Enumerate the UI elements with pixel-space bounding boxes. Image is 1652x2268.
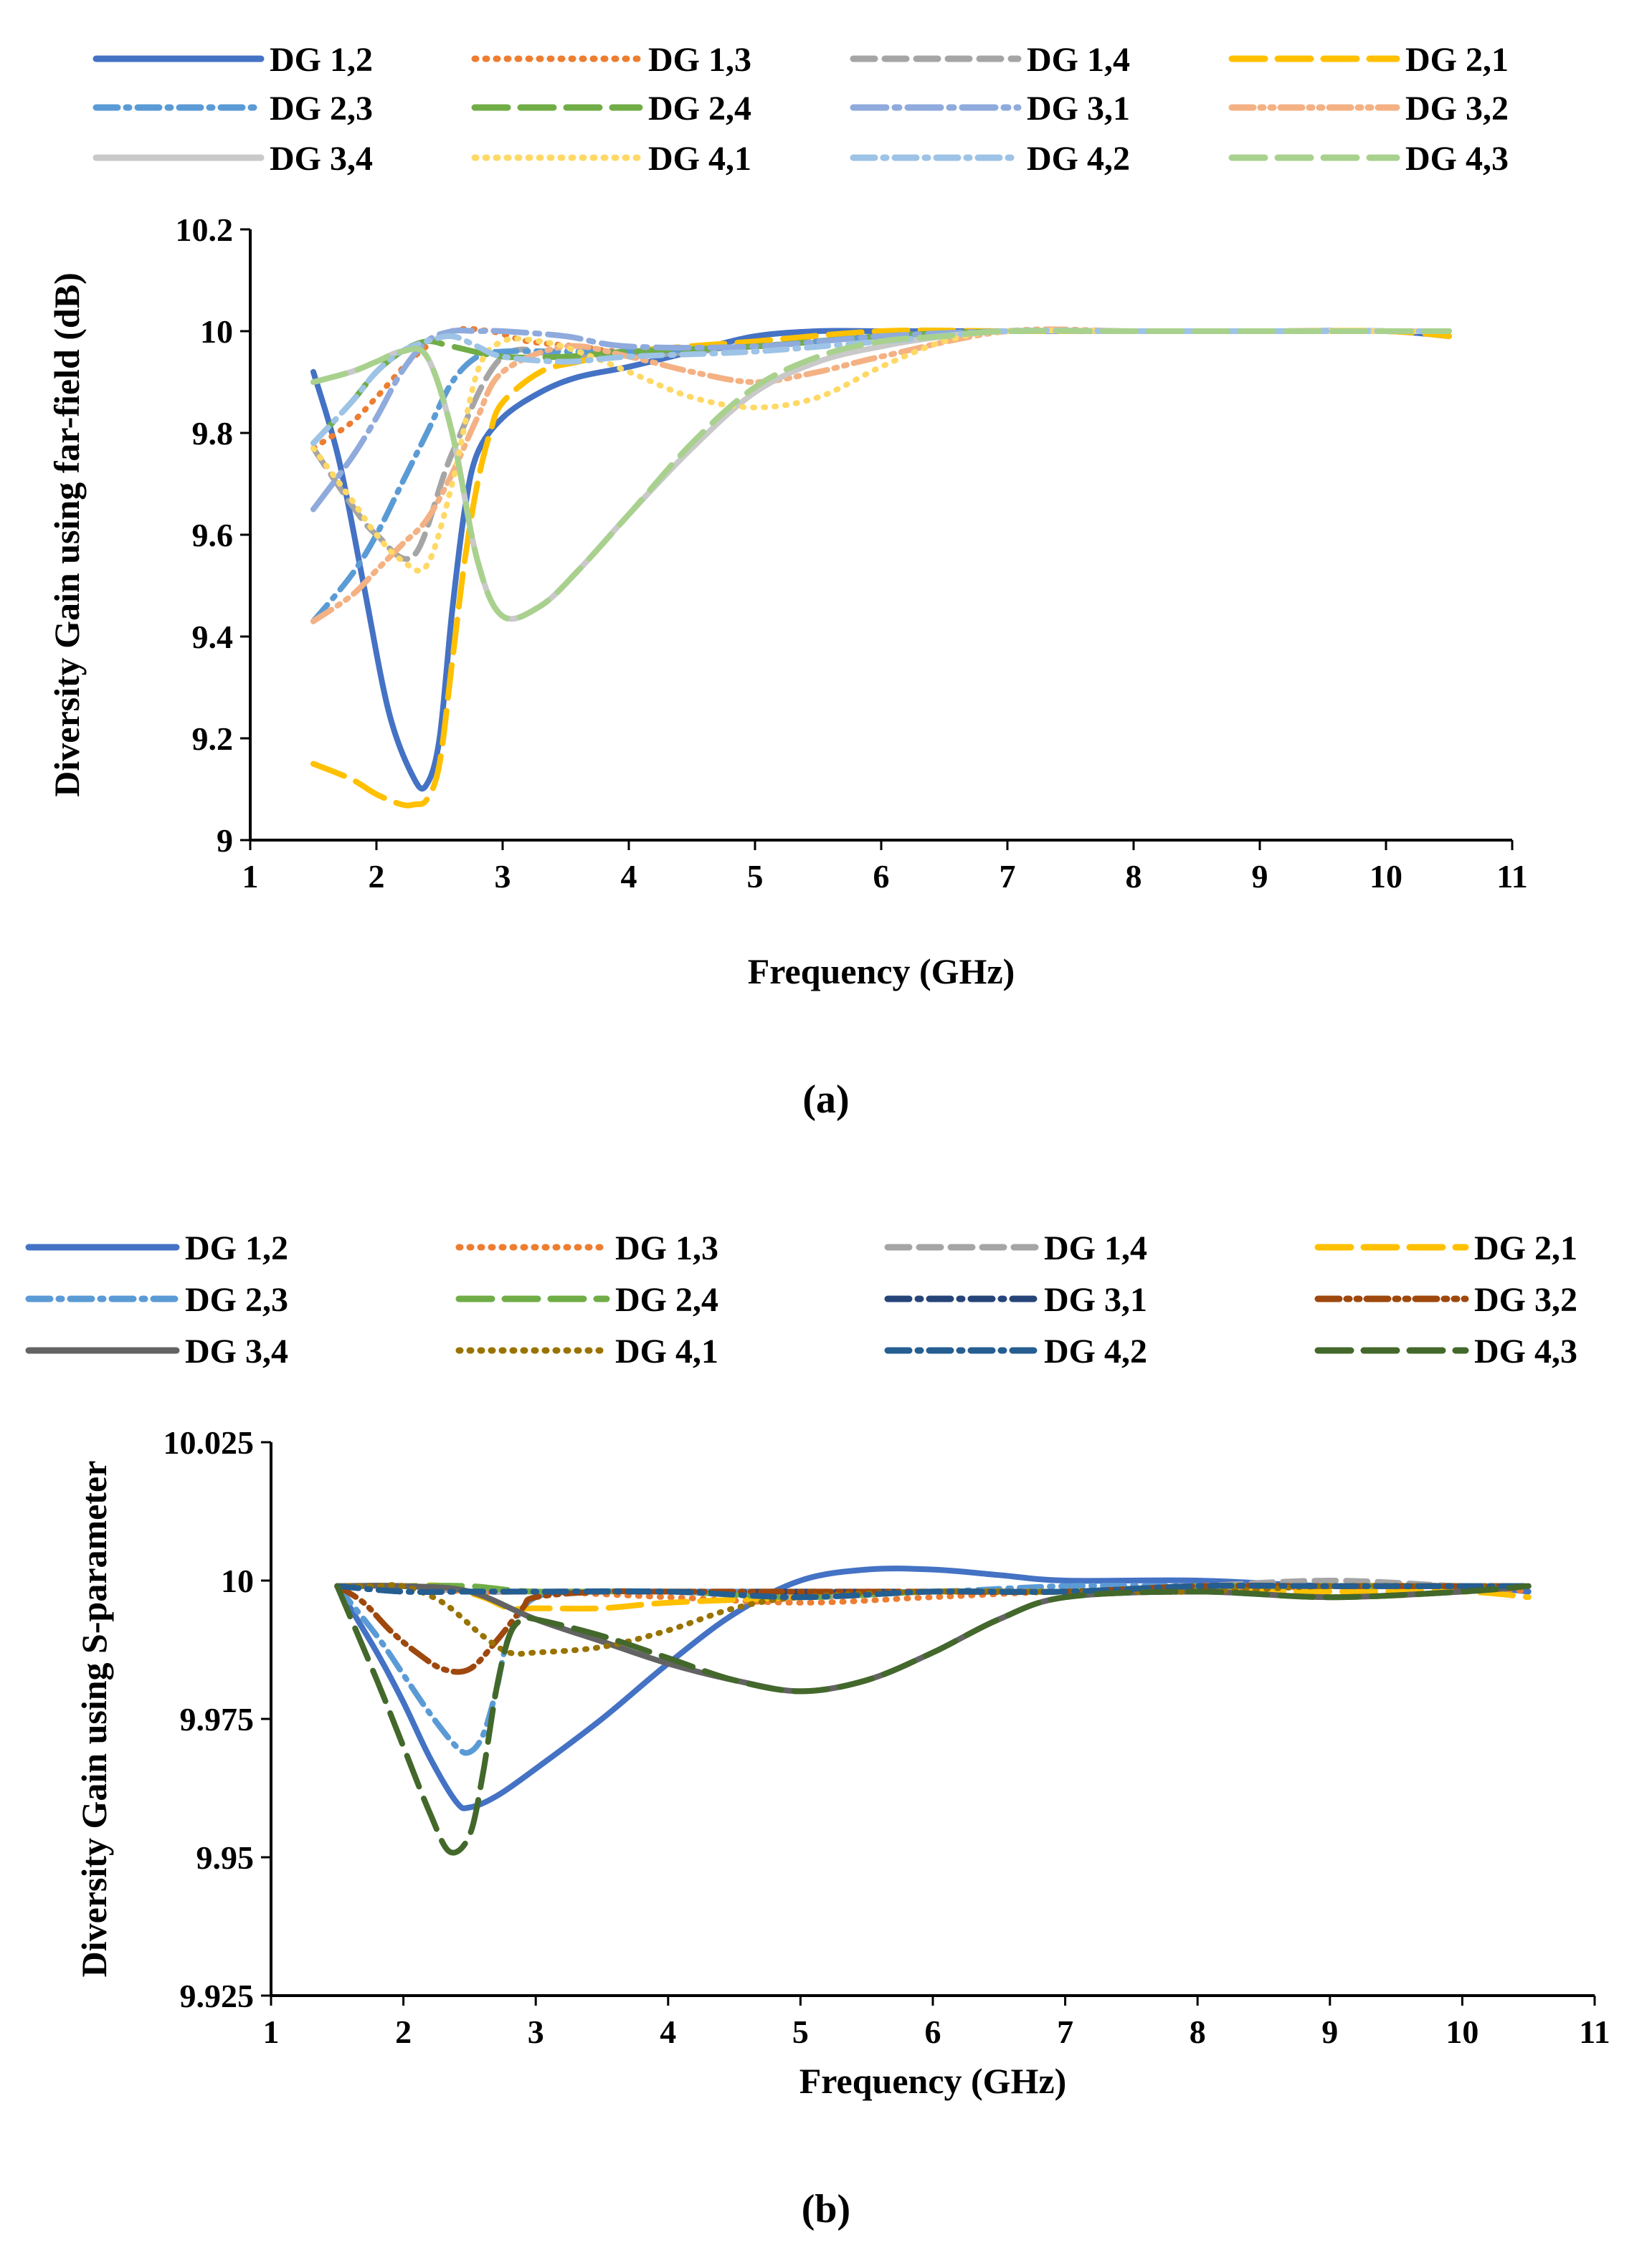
b-legend-label: DG 3,2 — [1474, 1281, 1577, 1319]
b-x-axis-title: Frequency (GHz) — [799, 2061, 1067, 2101]
b-x-tick-label: 7 — [1057, 2014, 1073, 2050]
a-legend-label: DG 2,1 — [1405, 41, 1509, 79]
b-series-line-12 — [334, 1566, 1532, 1811]
a-legend-label: DG 4,1 — [648, 140, 751, 178]
a-x-axis-title: Frequency (GHz) — [748, 951, 1015, 991]
a-x-tick-label: 2 — [369, 858, 385, 895]
a-x-tick-label: 3 — [495, 858, 511, 895]
b-x-tick-label: 5 — [792, 2014, 809, 2050]
b-x-tick-label: 9 — [1321, 2014, 1338, 2050]
a-legend-label: DG 2,3 — [270, 90, 373, 128]
b-x-tick-label: 8 — [1190, 2014, 1206, 2050]
a-series-line-43 — [310, 328, 1452, 622]
a-legend-label: DG 1,3 — [648, 41, 751, 79]
b-legend-label: DG 3,4 — [185, 1333, 288, 1371]
b-y-tick-label: 9.95 — [196, 1839, 255, 1876]
b-series-line-42 — [334, 1583, 1532, 1601]
b-x-tick-label: 10 — [1446, 2014, 1478, 2050]
a-x-tick-label: 1 — [242, 858, 259, 895]
a-legend-label: DG 3,4 — [270, 140, 373, 178]
b-legend-label: DG 1,4 — [1044, 1229, 1147, 1267]
b-x-tick-label: 2 — [395, 2014, 412, 2050]
b-legend-label: DG 2,1 — [1474, 1229, 1577, 1267]
b-panel-label: (b) — [802, 2187, 850, 2231]
b-legend-label: DG 1,2 — [185, 1229, 288, 1267]
b-x-tick-label: 4 — [660, 2014, 676, 2050]
a-legend-label: DG 4,3 — [1405, 140, 1509, 178]
b-legend-label: DG 1,3 — [615, 1229, 718, 1267]
b-series-line-34 — [334, 1583, 1532, 1695]
b-x-tick-label: 1 — [263, 2014, 280, 2050]
a-y-tick-label: 10.2 — [176, 211, 234, 248]
b-legend-label: DG 2,3 — [185, 1281, 288, 1319]
b-x-tick-label: 11 — [1579, 2014, 1610, 2050]
a-y-axis-title: Diversity Gain using far-field (dB) — [47, 272, 87, 796]
a-legend-label: DG 3,1 — [1027, 90, 1130, 128]
a-legend-label: DG 2,4 — [648, 90, 751, 128]
a-x-tick-label: 9 — [1252, 858, 1268, 895]
a-x-tick-label: 5 — [747, 858, 764, 895]
a-x-tick-label: 8 — [1126, 858, 1142, 895]
a-x-tick-label: 6 — [873, 858, 890, 895]
b-legend-label: DG 4,3 — [1474, 1333, 1577, 1371]
a-x-tick-label: 7 — [1000, 858, 1016, 895]
b-y-tick-label: 10.025 — [163, 1424, 255, 1461]
a-legend-label: DG 4,2 — [1027, 140, 1130, 178]
panel-b: 1 2 3 4 5 6 7 8 9 10 11 9.925 9.95 9.975 10 10.025 Frequ… — [25, 1229, 1610, 2231]
a-y-tick-label: 9 — [217, 822, 233, 859]
a-y-tick-label: 10 — [200, 313, 233, 350]
a-panel-label: (a) — [802, 1077, 849, 1122]
a-legend-label: DG 3,2 — [1405, 90, 1509, 128]
a-series-line-32 — [310, 326, 1452, 624]
panel-a: 1 2 3 4 5 6 7 8 9 10 11 9 9.2 9.4 9.6 9.8 10 10.2 Frequenc… — [47, 41, 1528, 1122]
a-legend: DG 1,2 DG 1,3 DG 1,4 DG 2,1 DG 2,3 DG 2,4 DG 3… — [92, 41, 1509, 178]
b-x-tick-label: 3 — [528, 2014, 544, 2050]
a-x-tick-label: 10 — [1369, 858, 1402, 895]
b-y-tick-label: 9.975 — [180, 1701, 255, 1738]
a-y-tick-label: 9.4 — [192, 619, 234, 655]
b-series-line-43 — [334, 1583, 1532, 1856]
a-y-tick-label: 9.8 — [192, 415, 234, 452]
a-x-tick-label: 11 — [1496, 858, 1527, 895]
b-legend-label: DG 2,4 — [615, 1281, 718, 1319]
a-y-tick-label: 9.6 — [192, 517, 234, 553]
a-y-tick-label: 9.2 — [192, 720, 234, 757]
b-x-tick-label: 6 — [925, 2014, 941, 2050]
b-y-tick-label: 9.925 — [180, 1978, 255, 2014]
a-x-tick-label: 4 — [621, 858, 637, 895]
a-legend-label: DG 1,2 — [270, 41, 373, 79]
b-y-tick-label: 10 — [221, 1563, 254, 1599]
a-legend-label: DG 1,4 — [1027, 41, 1130, 79]
b-legend-label: DG 3,1 — [1044, 1281, 1147, 1319]
b-legend-label: DG 4,1 — [615, 1333, 718, 1371]
b-series-line-41 — [334, 1582, 1532, 1657]
b-legend-label: DG 4,2 — [1044, 1333, 1147, 1371]
b-y-axis-title: Diversity Gain using S-parameter — [74, 1461, 114, 1978]
b-legend: DG 1,2 DG 1,3 DG 1,4 DG 2,1 DG 2,3 DG 2,4 DG 3… — [25, 1229, 1577, 1371]
